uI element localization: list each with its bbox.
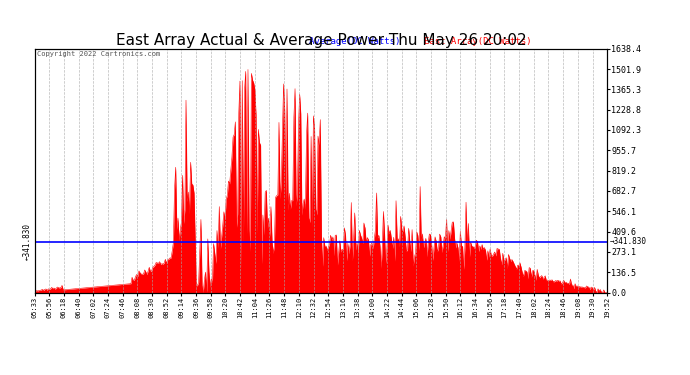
Text: →341.830: →341.830 bbox=[610, 237, 647, 246]
Text: Copyright 2022 Cartronics.com: Copyright 2022 Cartronics.com bbox=[37, 51, 161, 57]
Text: East Array(DC Watts): East Array(DC Watts) bbox=[424, 38, 531, 46]
Text: Average(DC Watts): Average(DC Watts) bbox=[309, 38, 401, 46]
Text: ←341.830: ←341.830 bbox=[23, 223, 32, 260]
Title: East Array Actual & Average Power Thu May 26 20:02: East Array Actual & Average Power Thu Ma… bbox=[115, 33, 526, 48]
